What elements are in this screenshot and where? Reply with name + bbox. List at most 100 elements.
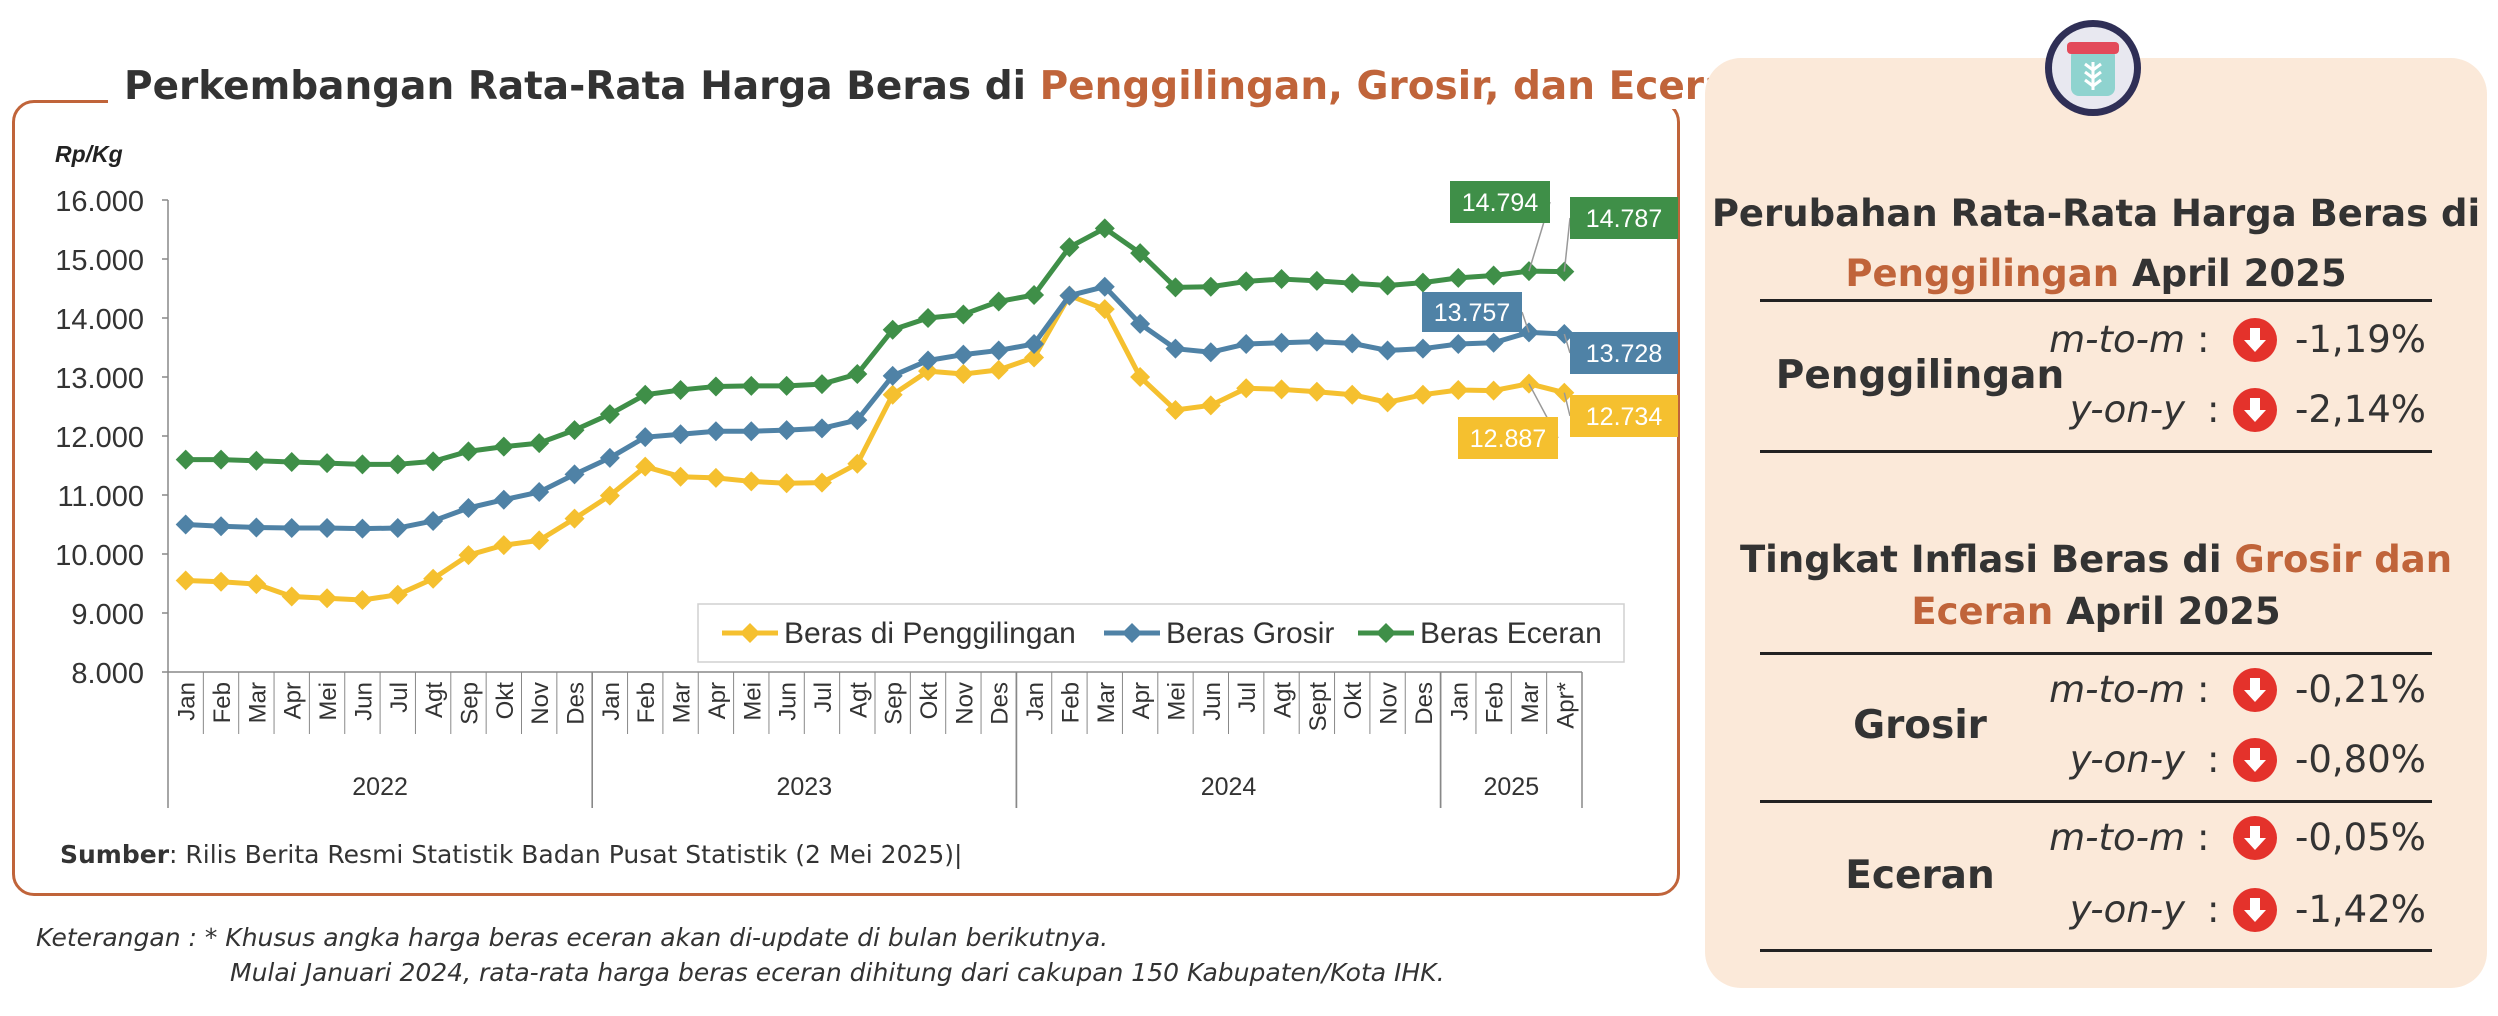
annotation-leader [1521, 311, 1530, 333]
data-point [635, 456, 656, 477]
legend-marker-2 [1376, 623, 1396, 643]
colon: : [2197, 318, 2210, 361]
y-axis-unit-label: Rp/Kg [55, 141, 123, 167]
chart-title: Perkembangan Rata-Rata Harga Beras di Pe… [108, 64, 1775, 109]
data-point [1094, 299, 1115, 320]
data-point [741, 471, 762, 492]
annotation-label: 12.887 [1470, 425, 1546, 453]
x-tick-label: Apr [704, 682, 731, 719]
penggilingan-yoy-value: -2,14% [2295, 388, 2426, 431]
down-arrow-icon [2233, 388, 2277, 432]
x-tick-label: Jan [174, 682, 201, 721]
x-tick-label: Okt [916, 682, 943, 720]
annotation-label: 13.757 [1434, 299, 1510, 327]
panel-title-line-1: Perubahan Rata-Rata Harga Beras di [1711, 192, 2481, 235]
x-tick-label: Sep [881, 682, 908, 725]
x-tick-label: Feb [1057, 682, 1084, 723]
data-point [493, 489, 514, 510]
data-point [599, 404, 620, 425]
data-point [918, 361, 939, 382]
group-label-eceran: Eceran [1845, 853, 1995, 898]
data-point [423, 510, 444, 531]
x-tick-label: Mar [1093, 682, 1120, 723]
data-point [529, 530, 550, 551]
y-tick-label: 10.000 [55, 540, 144, 572]
data-point [1130, 313, 1151, 334]
data-point [1342, 273, 1363, 294]
data-point [564, 464, 585, 485]
colon: : [2207, 388, 2220, 431]
data-point [705, 421, 726, 442]
data-point [458, 441, 479, 462]
data-point [847, 364, 868, 385]
data-point [811, 418, 832, 439]
data-point [493, 535, 514, 556]
x-tick-label: Feb [633, 682, 660, 723]
data-point [776, 420, 797, 441]
data-point [1094, 218, 1115, 239]
x-tick-label: Des [1411, 682, 1438, 725]
down-arrow-icon [2233, 668, 2277, 712]
grosir-mtm-value: -0,21% [2295, 668, 2426, 711]
x-tick-label: Jul [810, 682, 837, 713]
data-point [1200, 395, 1221, 416]
data-point [918, 308, 939, 328]
data-point [1271, 379, 1292, 400]
x-tick-label: Feb [209, 682, 236, 723]
x-tick-label: Jul [1234, 682, 1261, 713]
data-point [1306, 381, 1327, 402]
x-tick-label: Agt [1270, 682, 1297, 718]
data-point [599, 485, 620, 506]
data-point [211, 449, 232, 470]
data-point [635, 384, 656, 405]
x-tick-label: Nov [1376, 682, 1403, 725]
year-label: 2024 [1201, 773, 1257, 801]
x-tick-label: Apr [280, 682, 307, 719]
x-tick-label: Des [987, 682, 1014, 725]
data-point [599, 447, 620, 468]
annotation-box [1570, 197, 1678, 239]
data-point [352, 518, 373, 539]
data-point [705, 467, 726, 488]
data-point [1412, 338, 1433, 359]
data-point [317, 453, 338, 474]
data-point [1448, 333, 1469, 354]
legend-box [697, 603, 1625, 663]
data-point [211, 571, 232, 592]
data-point [1448, 379, 1469, 400]
data-point [1130, 243, 1151, 264]
data-point [1024, 333, 1045, 354]
data-point [635, 427, 656, 448]
data-point [1271, 332, 1292, 353]
x-tick-label: Jun [775, 682, 802, 721]
data-point [1342, 333, 1363, 354]
data-point [1165, 400, 1186, 421]
x-tick-label: Jan [598, 682, 625, 721]
data-point [953, 304, 974, 325]
data-point [211, 516, 232, 537]
y-tick-label: 16.000 [55, 186, 144, 218]
data-point [741, 421, 762, 442]
annotation-box [1570, 332, 1678, 374]
series-line-1 [185, 284, 1565, 532]
data-point [776, 473, 797, 494]
data-point [246, 574, 267, 595]
data-point [847, 453, 868, 474]
x-tick-label: Sep [456, 682, 483, 725]
data-point [458, 545, 479, 566]
data-point [1165, 277, 1186, 298]
mtm-label: m-to-m [2049, 816, 2185, 859]
data-point [1412, 384, 1433, 405]
data-point [811, 374, 832, 395]
data-point [423, 568, 444, 589]
data-point [1342, 384, 1363, 405]
x-tick-label: Agt [421, 682, 448, 718]
data-point [564, 420, 585, 441]
x-tick-label: Mar [244, 682, 271, 723]
colon: : [2207, 888, 2220, 931]
down-arrow-icon [2233, 738, 2277, 782]
data-point [352, 590, 373, 611]
data-point [1059, 237, 1080, 258]
divider [1760, 800, 2432, 803]
x-tick-label: Agt [845, 682, 872, 718]
